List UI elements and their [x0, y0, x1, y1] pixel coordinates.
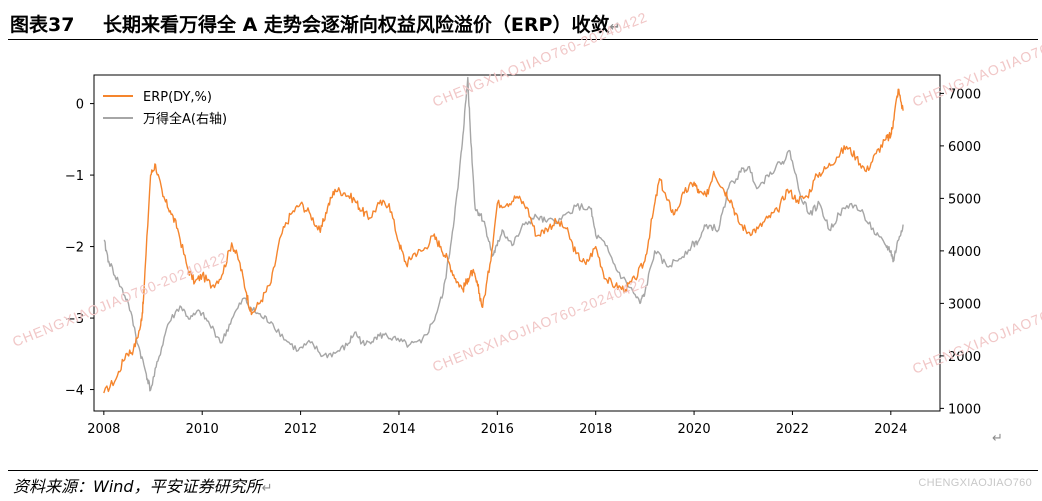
x-tick-label: 2016 — [481, 422, 514, 437]
header-rule — [8, 39, 1038, 40]
source-note: 资料来源：Wind，平安证券研究所↵ — [13, 473, 272, 497]
right-y-tick-label: 7000 — [948, 87, 981, 102]
legend-label: 万得全A(右轴) — [143, 111, 227, 127]
footer-watermark: CHENGXIAOJIAO760 — [918, 477, 1032, 489]
wind-a-index-line — [103, 76, 904, 392]
right-y-tick-label: 4000 — [948, 245, 981, 260]
x-tick-label: 2022 — [776, 422, 809, 437]
x-tick-label: 2020 — [678, 422, 711, 437]
return-mark-icon: ↵ — [992, 431, 1003, 446]
figure-number: 图表37 — [10, 14, 75, 36]
return-mark-icon: ↵ — [609, 20, 621, 35]
left-y-tick-label: 0 — [76, 98, 84, 113]
x-tick-label: 2012 — [284, 422, 317, 437]
erp-line — [103, 88, 904, 394]
left-y-tick-label: −1 — [65, 169, 84, 184]
x-tick-label: 2008 — [87, 422, 120, 437]
right-y-tick-label: 1000 — [948, 402, 981, 417]
right-y-tick-label: 5000 — [948, 192, 981, 207]
x-tick-label: 2018 — [579, 422, 612, 437]
legend-label: ERP(DY,%) — [143, 90, 212, 105]
plot-frame — [93, 74, 941, 412]
source-text: 资料来源：Wind，平安证券研究所 — [13, 477, 262, 496]
figure-title-text: 长期来看万得全 A 走势会逐渐向权益风险溢价（ERP）收敛 — [103, 14, 610, 36]
return-mark-icon: ↵ — [261, 481, 273, 496]
right-y-tick-label: 2000 — [948, 350, 981, 365]
x-tick-label: 2024 — [874, 422, 907, 437]
figure-header: 图表37 长期来看万得全 A 走势会逐渐向权益风险溢价（ERP）收敛↵ — [0, 0, 1040, 40]
right-y-tick-label: 3000 — [948, 297, 981, 312]
left-y-tick-label: −3 — [65, 312, 84, 327]
left-y-tick-label: −4 — [65, 384, 84, 399]
footer-rule — [8, 470, 1038, 471]
chart-svg: 2008 2010 2012 2014 2016 2018 2020 2022 2024 0 −1 −… — [65, 74, 1003, 446]
left-y-tick-label: −2 — [65, 241, 84, 256]
x-tick-label: 2014 — [382, 422, 415, 437]
figure-title: 长期来看万得全 A 走势会逐渐向权益风险溢价（ERP）收敛↵ — [103, 10, 620, 37]
right-y-tick-label: 6000 — [948, 140, 981, 155]
x-tick-label: 2010 — [186, 422, 219, 437]
